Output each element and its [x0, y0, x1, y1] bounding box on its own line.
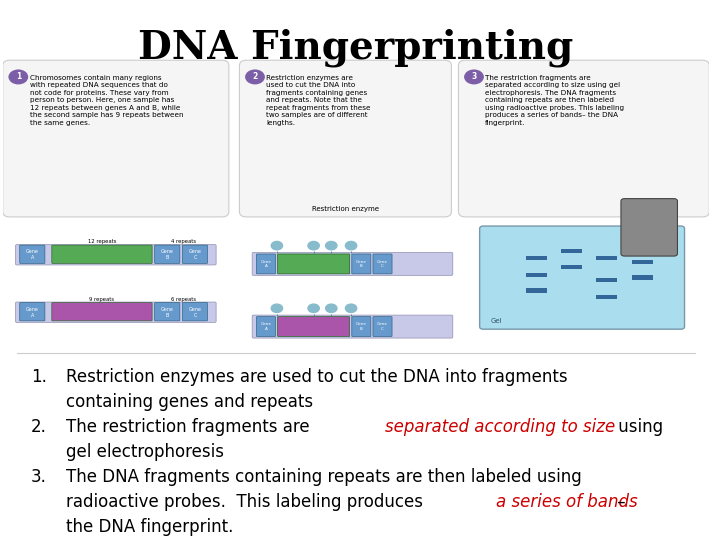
Bar	[526, 273, 546, 277]
FancyBboxPatch shape	[19, 245, 45, 264]
Text: Gene
C: Gene C	[189, 249, 202, 260]
Text: 9 repeats: 9 repeats	[89, 296, 114, 301]
Text: The DNA fragments containing repeats are then labeled using: The DNA fragments containing repeats are…	[66, 468, 582, 485]
Text: Restriction enzymes are used to cut the DNA into fragments: Restriction enzymes are used to cut the …	[66, 368, 568, 386]
Text: Gene
A: Gene A	[261, 260, 271, 268]
Bar	[596, 278, 618, 282]
Text: the DNA fingerprint.: the DNA fingerprint.	[66, 518, 234, 536]
Text: 3.: 3.	[31, 468, 47, 485]
FancyBboxPatch shape	[155, 302, 180, 321]
Text: gel electrophoresis: gel electrophoresis	[66, 443, 225, 461]
FancyBboxPatch shape	[52, 302, 152, 321]
FancyBboxPatch shape	[52, 245, 152, 264]
Circle shape	[325, 241, 337, 250]
Circle shape	[271, 304, 282, 313]
Text: Gene
C: Gene C	[377, 322, 388, 331]
Text: 3: 3	[472, 72, 477, 82]
Text: using: using	[613, 418, 663, 436]
FancyBboxPatch shape	[480, 226, 685, 329]
Circle shape	[346, 304, 356, 313]
FancyBboxPatch shape	[182, 302, 207, 321]
Circle shape	[271, 241, 282, 250]
Text: 1: 1	[16, 72, 21, 82]
Text: 6 repeats: 6 repeats	[171, 296, 196, 301]
FancyBboxPatch shape	[16, 302, 216, 322]
Text: Gene
B: Gene B	[356, 322, 366, 331]
Bar	[631, 260, 653, 264]
Text: 1.: 1.	[31, 368, 47, 386]
FancyBboxPatch shape	[252, 252, 453, 275]
Text: Gene
A: Gene A	[26, 249, 39, 260]
Circle shape	[9, 70, 27, 84]
Text: DNA Fingerprinting: DNA Fingerprinting	[138, 29, 574, 68]
Circle shape	[308, 304, 319, 313]
FancyBboxPatch shape	[256, 254, 276, 274]
Bar	[596, 256, 618, 260]
FancyBboxPatch shape	[256, 316, 276, 336]
FancyBboxPatch shape	[278, 254, 350, 274]
FancyBboxPatch shape	[155, 245, 180, 264]
FancyBboxPatch shape	[621, 199, 678, 256]
FancyBboxPatch shape	[373, 254, 392, 274]
Bar	[596, 295, 618, 299]
Text: containing genes and repeats: containing genes and repeats	[66, 394, 313, 411]
Text: Gene
B: Gene B	[356, 260, 366, 268]
Bar	[526, 288, 546, 293]
Text: The restriction fragments are
separated according to size using gel
electrophore: The restriction fragments are separated …	[485, 75, 624, 126]
Bar	[526, 256, 546, 260]
FancyBboxPatch shape	[459, 60, 709, 217]
Text: Gene
B: Gene B	[161, 249, 174, 260]
Text: Gene
C: Gene C	[189, 307, 202, 318]
FancyBboxPatch shape	[278, 316, 350, 336]
Circle shape	[325, 304, 337, 313]
Text: 4 repeats: 4 repeats	[171, 239, 196, 244]
Circle shape	[346, 241, 356, 250]
FancyBboxPatch shape	[3, 60, 229, 217]
Text: Gene
A: Gene A	[26, 307, 39, 318]
Bar	[561, 265, 582, 269]
Text: separated according to size: separated according to size	[384, 418, 615, 436]
FancyBboxPatch shape	[182, 245, 207, 264]
FancyBboxPatch shape	[19, 302, 45, 321]
Text: Restriction enzyme: Restriction enzyme	[312, 206, 379, 212]
Text: Gene
B: Gene B	[161, 307, 174, 318]
Bar	[631, 275, 653, 280]
Text: Chromosomes contain many regions
with repeated DNA sequences that do
not code fo: Chromosomes contain many regions with re…	[30, 75, 183, 126]
Text: Gel: Gel	[490, 318, 502, 324]
FancyBboxPatch shape	[352, 316, 371, 336]
FancyBboxPatch shape	[240, 60, 451, 217]
Text: Gene
C: Gene C	[377, 260, 388, 268]
FancyBboxPatch shape	[16, 245, 216, 265]
Text: Restriction enzymes are
used to cut the DNA into
fragments containing genes
and : Restriction enzymes are used to cut the …	[266, 75, 371, 126]
Text: –: –	[612, 492, 626, 511]
Text: a series of bands: a series of bands	[496, 492, 637, 511]
Circle shape	[308, 241, 319, 250]
Text: Gene
A: Gene A	[261, 322, 271, 331]
Text: The restriction fragments are: The restriction fragments are	[66, 418, 315, 436]
Text: 2.: 2.	[31, 418, 47, 436]
Circle shape	[465, 70, 483, 84]
FancyBboxPatch shape	[252, 315, 453, 338]
Circle shape	[246, 70, 264, 84]
FancyBboxPatch shape	[373, 316, 392, 336]
Bar	[561, 249, 582, 253]
Text: 12 repeats: 12 repeats	[88, 239, 116, 244]
Text: radioactive probes.  This labeling produces: radioactive probes. This labeling produc…	[66, 492, 428, 511]
FancyBboxPatch shape	[352, 254, 371, 274]
Text: 2: 2	[253, 72, 258, 82]
